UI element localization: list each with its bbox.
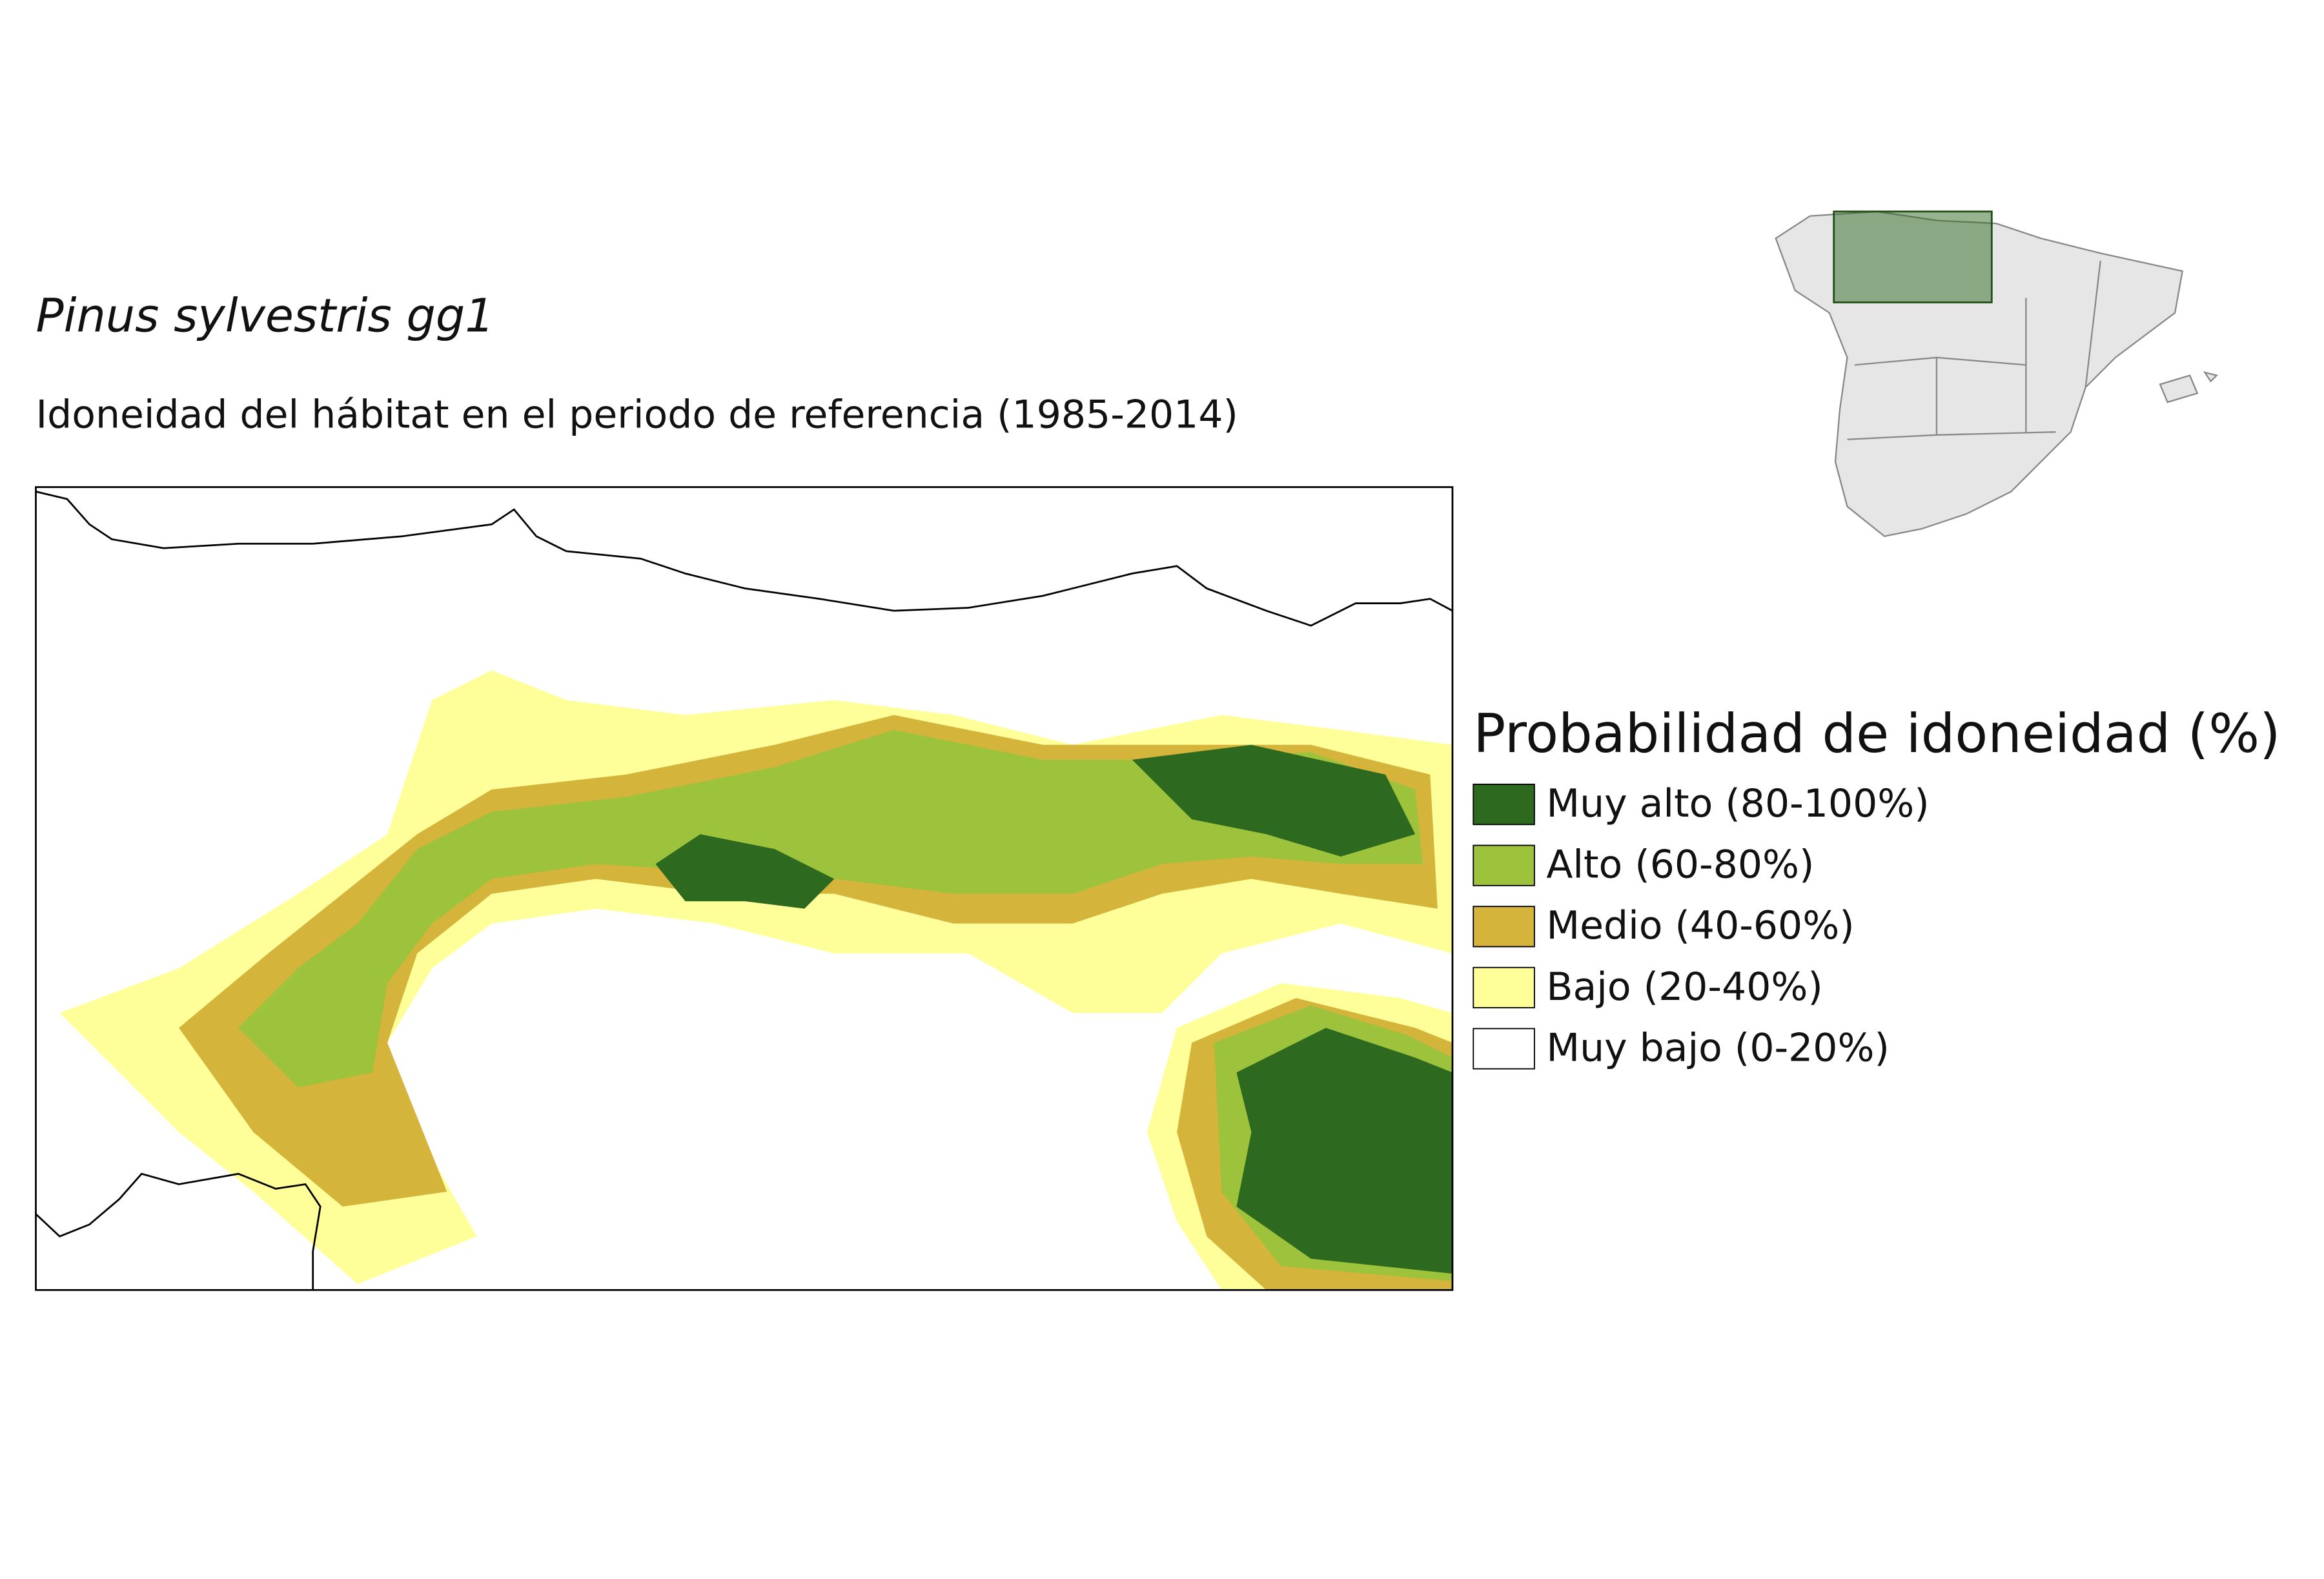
legend-title: Probabilidad de idoneidad (%) xyxy=(1473,702,2280,765)
main-map xyxy=(35,486,1454,1291)
inset-map xyxy=(1775,210,2219,537)
extent-box xyxy=(1833,210,1993,303)
coastline xyxy=(36,491,1453,627)
legend-swatch xyxy=(1473,966,1535,1008)
legend-label: Muy bajo (0-20%) xyxy=(1546,1025,1890,1070)
map-subtitle: Idoneidad del hábitat en el periodo de r… xyxy=(36,392,1238,438)
border-line xyxy=(35,1172,321,1290)
map-title: Pinus sylvestris gg1 xyxy=(36,289,494,342)
legend-label: Medio (40-60%) xyxy=(1546,903,1854,948)
legend-label: Muy alto (80-100%) xyxy=(1546,781,1929,826)
region-borders xyxy=(1847,260,2101,440)
map-frame xyxy=(35,486,1454,1291)
habitat-layer xyxy=(59,670,1452,1290)
legend-label: Alto (60-80%) xyxy=(1546,842,1814,888)
legend-swatch xyxy=(1473,784,1535,826)
legend: Probabilidad de idoneidad (%) Muy alto (… xyxy=(1473,702,2281,1070)
legend-swatch xyxy=(1473,844,1535,886)
legend-label: Bajo (20-40%) xyxy=(1546,964,1822,1010)
balearic-islands xyxy=(2159,371,2219,403)
legend-swatch xyxy=(1473,906,1535,948)
legend-swatch xyxy=(1473,1028,1535,1070)
